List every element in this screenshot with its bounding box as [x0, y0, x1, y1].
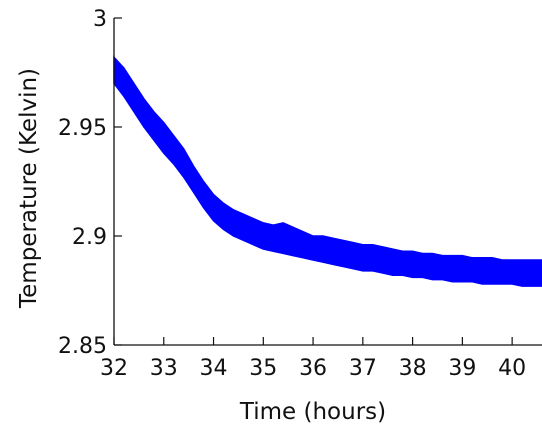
y-tick-label: 2.95 [58, 116, 107, 141]
series-band-0 [113, 55, 542, 287]
x-tick-label: 33 [150, 356, 178, 381]
x-tick-label: 40 [498, 356, 526, 381]
y-tick-label: 2.9 [72, 225, 107, 250]
x-tick-label: 38 [399, 356, 427, 381]
y-tick-label: 3 [93, 7, 107, 32]
plot-layer [113, 55, 542, 287]
x-tick-label: 39 [448, 356, 476, 381]
x-tick-label: 35 [249, 356, 277, 381]
y-axis-label: Temperature (Kelvin) [16, 68, 42, 309]
x-tick-label: 34 [200, 356, 228, 381]
x-tick-label: 32 [100, 356, 128, 381]
x-axis-label: Time (hours) [239, 399, 386, 425]
x-tick-label: 37 [349, 356, 377, 381]
axis-layer: 32 33 34 35 36 37 38 39 40 2.85 2.9 2.95 3 [58, 7, 542, 381]
x-tick-label: 36 [299, 356, 327, 381]
y-tick-label: 2.85 [58, 334, 107, 359]
